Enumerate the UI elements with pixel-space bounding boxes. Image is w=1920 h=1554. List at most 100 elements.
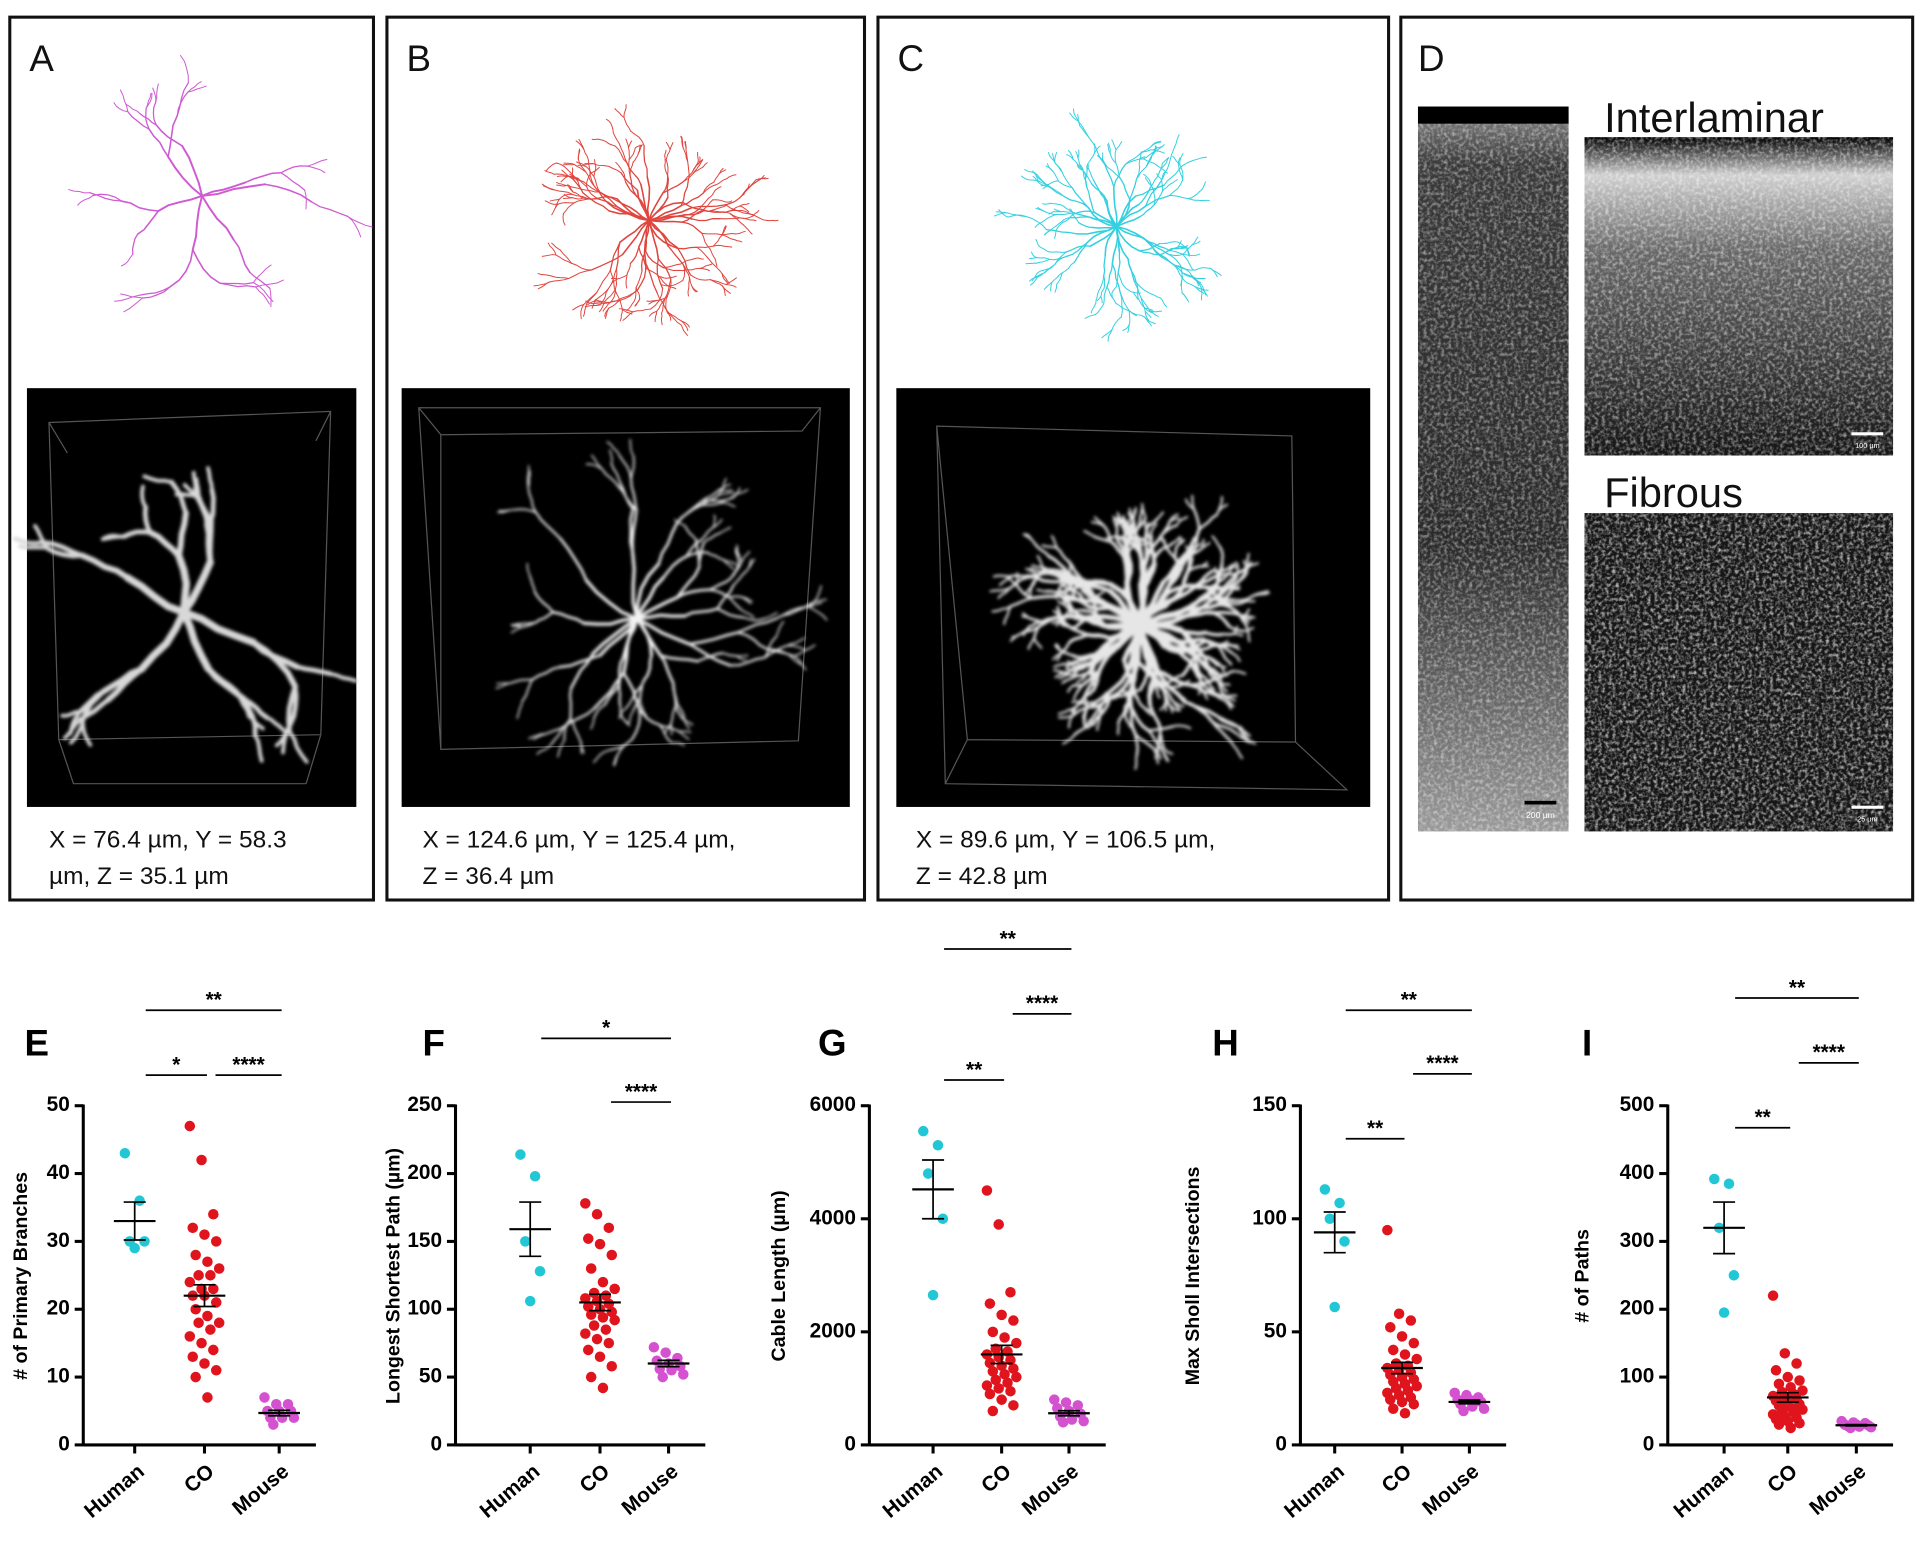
process <box>1181 277 1196 288</box>
significance-label: **** <box>625 1080 658 1103</box>
x-tick-label: Mouse <box>1418 1460 1483 1520</box>
process <box>616 289 638 302</box>
process <box>1139 151 1143 160</box>
process <box>1097 155 1104 161</box>
data-point <box>987 1366 999 1377</box>
y-tick-label: 150 <box>407 1229 442 1252</box>
data-point <box>600 1324 612 1335</box>
process <box>1009 631 1025 642</box>
sem-bar <box>268 1409 291 1417</box>
process <box>269 287 272 308</box>
data-point <box>529 1171 541 1182</box>
data-point <box>1794 1417 1805 1429</box>
process <box>577 177 588 188</box>
process <box>1163 169 1180 186</box>
process <box>662 174 669 194</box>
process <box>608 299 622 309</box>
process <box>1207 656 1221 666</box>
process <box>1064 663 1081 674</box>
process <box>1161 171 1165 181</box>
data-point <box>1339 1236 1350 1247</box>
data-point <box>987 1405 999 1417</box>
process <box>640 250 647 272</box>
process <box>249 271 271 289</box>
process <box>1047 180 1059 186</box>
process <box>620 172 639 191</box>
process <box>1028 257 1038 260</box>
data-point <box>588 1287 600 1299</box>
y-axis-label: Longest Shortest Path (µm) <box>382 1148 404 1404</box>
process <box>632 152 639 163</box>
process <box>68 189 91 194</box>
process <box>629 161 634 177</box>
data-point <box>648 1341 660 1353</box>
process <box>1096 296 1102 302</box>
process <box>1079 125 1090 138</box>
y-tick-label: 200 <box>407 1161 442 1184</box>
process <box>1160 520 1171 537</box>
process <box>155 124 183 147</box>
process <box>181 144 204 197</box>
process <box>1160 680 1171 687</box>
process <box>1181 272 1194 278</box>
process <box>1031 568 1045 585</box>
process <box>1044 211 1058 216</box>
process <box>1077 120 1090 138</box>
process <box>77 195 94 206</box>
process <box>1167 253 1184 257</box>
process <box>242 697 270 720</box>
data-point <box>1396 1331 1408 1342</box>
process <box>604 288 616 303</box>
process <box>1075 151 1079 159</box>
process <box>578 737 583 755</box>
process <box>1143 158 1159 167</box>
process <box>581 188 601 193</box>
process <box>659 654 699 663</box>
data-point <box>588 1320 600 1331</box>
data-point <box>582 1233 594 1244</box>
sem-bar <box>1323 1211 1346 1254</box>
process <box>1024 168 1036 174</box>
process <box>1177 240 1182 248</box>
micrograph-texture <box>1584 513 1894 832</box>
process <box>989 586 1013 593</box>
process <box>688 276 693 288</box>
panel-letter: A <box>29 38 54 79</box>
process <box>722 559 734 570</box>
process <box>1133 280 1149 293</box>
process <box>1064 245 1091 253</box>
process <box>1145 177 1150 184</box>
process <box>1233 632 1244 637</box>
y-tick-label: 40 <box>47 1161 70 1184</box>
data-point <box>922 1168 934 1179</box>
process <box>1060 204 1073 213</box>
process <box>713 173 720 183</box>
process <box>1127 258 1135 282</box>
process <box>1165 690 1176 704</box>
data-point <box>210 1365 222 1376</box>
process <box>206 466 214 493</box>
process <box>631 707 641 740</box>
process <box>1138 158 1141 168</box>
process <box>1191 275 1202 289</box>
data-point <box>987 1326 999 1338</box>
data-point <box>259 1392 270 1403</box>
process <box>1234 731 1257 745</box>
process <box>1116 692 1130 698</box>
process <box>1097 591 1105 597</box>
process <box>687 288 690 297</box>
process <box>1091 704 1103 720</box>
data-point <box>208 1344 219 1356</box>
process <box>526 465 530 489</box>
process <box>598 300 618 305</box>
process <box>1143 519 1148 534</box>
process <box>1109 540 1127 561</box>
data-point <box>606 1360 618 1372</box>
process <box>658 276 669 287</box>
process <box>1122 514 1129 526</box>
process <box>1173 701 1185 708</box>
process <box>1089 225 1118 247</box>
process <box>665 159 669 176</box>
process <box>682 201 709 212</box>
significance-label: ** <box>1000 927 1017 950</box>
